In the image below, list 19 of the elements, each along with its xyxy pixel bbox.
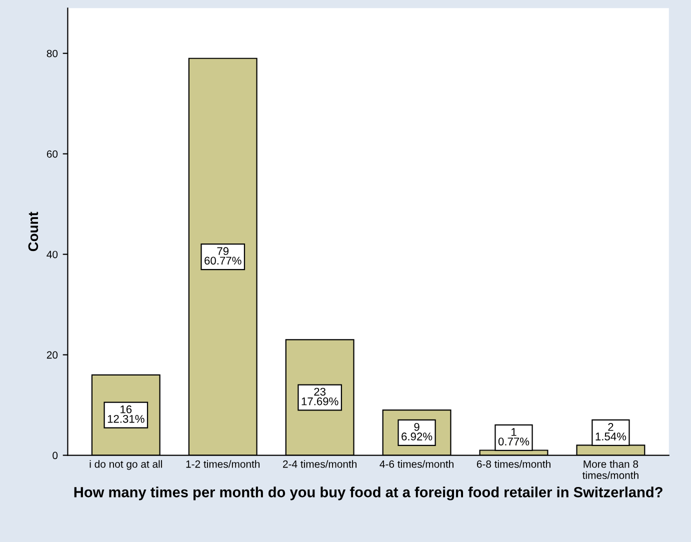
y-tick-label: 0 — [52, 452, 58, 460]
x-tick-label: More than 8 times/month — [582, 460, 638, 480]
data-label: 1 0.77% — [498, 428, 530, 446]
data-label: 23 17.69% — [302, 388, 338, 406]
y-tick-label: 40 — [46, 250, 58, 258]
x-tick-label: 6-8 times/month — [476, 460, 550, 468]
y-axis-title: Count — [28, 212, 38, 252]
data-label: 79 60.77% — [204, 247, 242, 265]
data-label: 16 12.31% — [108, 405, 144, 423]
y-tick-label: 60 — [46, 150, 58, 158]
y-tick-label: 80 — [46, 50, 58, 58]
x-tick-label: 1-2 times/month — [186, 460, 260, 468]
data-label: 9 6.92% — [402, 423, 432, 440]
y-tick-label: 20 — [46, 351, 58, 359]
data-label: 2 1.54% — [596, 423, 626, 440]
x-tick-label: 2-4 times/month — [283, 460, 356, 468]
x-tick-label: i do not go at all — [90, 460, 162, 470]
x-axis-title: How many times per month do you buy food at a foreign food retailer in Switzerland? — [74, 486, 662, 500]
x-tick-label: 4-6 times/month — [380, 460, 454, 468]
